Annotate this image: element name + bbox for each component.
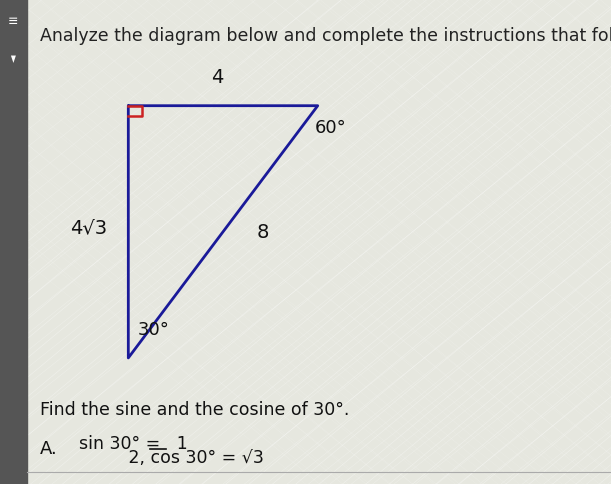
Text: Analyze the diagram below and complete the instructions that foll: Analyze the diagram below and complete t… <box>40 27 611 45</box>
Text: 2, cos 30° = √3: 2, cos 30° = √3 <box>79 448 265 467</box>
Text: 60°: 60° <box>315 119 346 136</box>
Text: Find the sine and the cosine of 30°.: Find the sine and the cosine of 30°. <box>40 400 349 418</box>
Text: ≡: ≡ <box>8 15 19 28</box>
Text: 4: 4 <box>211 68 223 87</box>
Text: A.: A. <box>40 439 57 457</box>
Text: 4√3: 4√3 <box>70 218 107 237</box>
Text: ◄: ◄ <box>9 54 18 62</box>
Text: 30°: 30° <box>137 320 169 338</box>
Bar <box>0 0 27 484</box>
Text: sin 30° =   1: sin 30° = 1 <box>79 434 188 452</box>
Text: 8: 8 <box>257 223 269 242</box>
